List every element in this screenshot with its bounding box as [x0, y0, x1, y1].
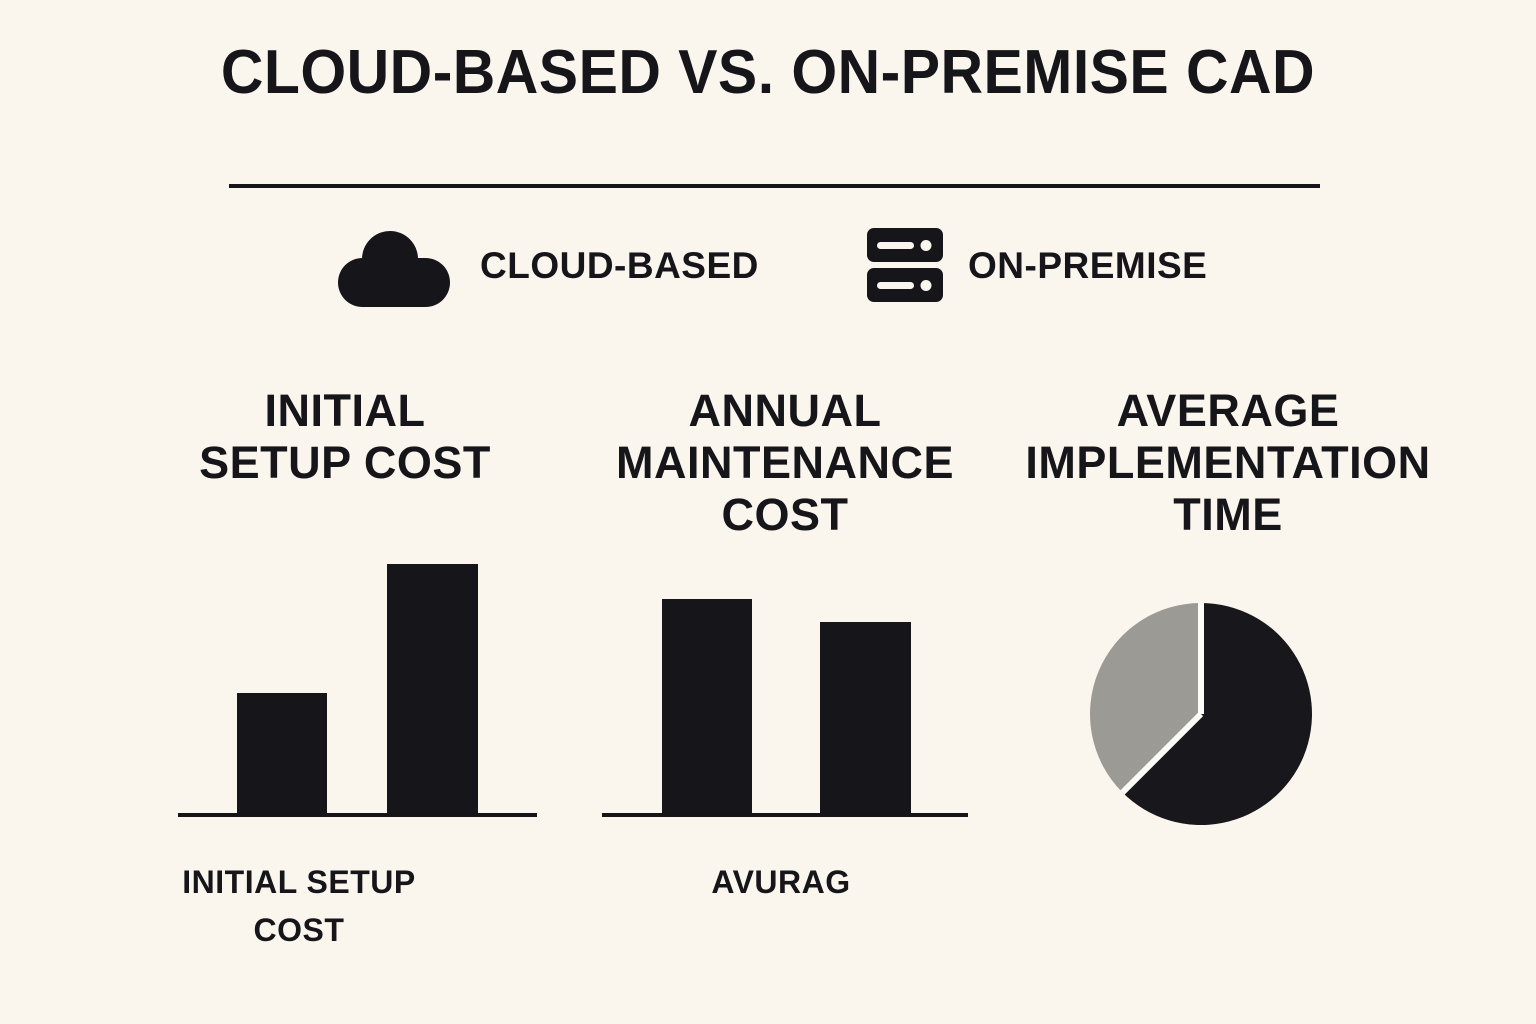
legend-label-cloud: CLOUD-BASED — [480, 245, 759, 286]
cloud-icon — [338, 230, 450, 308]
pie-segment — [1089, 603, 1201, 793]
implementation-time-pie — [1089, 602, 1313, 826]
axis-baseline — [178, 813, 537, 817]
page-title: CLOUD-BASED VS. ON-PREMISE CAD — [220, 37, 1316, 107]
heading-initial-setup-cost: INITIAL SETUP COST — [199, 385, 491, 488]
pie-segment — [1122, 603, 1312, 825]
initial-setup-bar-2 — [387, 564, 478, 817]
heading-average-implementation-time: AVERAGE IMPLEMENTATION TIME — [1025, 385, 1431, 540]
caption-initial-setup-cost: INITIAL SETUP COST — [182, 864, 416, 948]
pie-segment-gap — [1120, 711, 1204, 795]
heading-annual-maintenance-cost: ANNUAL MAINTENANCE COST — [616, 385, 954, 540]
axis-baseline — [602, 813, 968, 817]
server-icon — [867, 228, 943, 302]
maintenance-bar-1 — [662, 599, 752, 817]
title-underline — [229, 184, 1320, 188]
initial-setup-bar-1 — [237, 693, 327, 817]
legend-label-onpremise: ON-PREMISE — [968, 245, 1208, 286]
caption-avurag: AVURAG — [711, 864, 851, 900]
maintenance-bar-2 — [820, 622, 911, 817]
